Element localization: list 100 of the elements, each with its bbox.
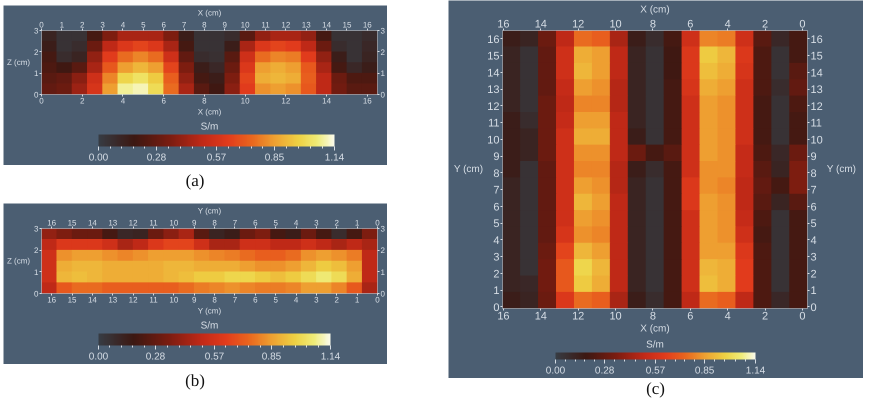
y2-tick-label: 13 bbox=[810, 84, 823, 96]
color-bar-title: S/m bbox=[200, 122, 218, 132]
x2-tick-label: 5 bbox=[273, 296, 278, 304]
text: (c) bbox=[646, 379, 665, 398]
x-tick-label: 6 bbox=[687, 18, 694, 30]
text: (a) bbox=[186, 171, 204, 190]
y2-tick-label: 11 bbox=[810, 118, 822, 130]
y-tick-label: 4 bbox=[493, 234, 500, 247]
color-bar-label: 0.57 bbox=[206, 152, 227, 164]
x-tick-label: 16 bbox=[47, 218, 57, 228]
color-bar-label: 0.00 bbox=[546, 366, 566, 376]
color-bar-label: 0.57 bbox=[204, 352, 225, 362]
y2-tick-label: 4 bbox=[810, 234, 817, 247]
x-axis-title: Y (cm) bbox=[198, 306, 222, 316]
y-tick-label: 2 bbox=[493, 268, 500, 280]
x2-tick-label: 11 bbox=[149, 296, 158, 304]
x2-axis-title: X (cm) bbox=[640, 4, 670, 16]
y-tick-label: 9 bbox=[493, 151, 500, 164]
x2-tick-label: 7 bbox=[232, 296, 238, 304]
x2-tick-label: 13 bbox=[108, 296, 118, 304]
x-tick-label: 14 bbox=[534, 18, 547, 30]
y2-tick-label: 16 bbox=[810, 34, 823, 46]
color-bar-label: 0.85 bbox=[264, 152, 285, 164]
x-tick-label: 6 bbox=[161, 96, 166, 106]
color-bar-label: 0.85 bbox=[694, 366, 715, 376]
y-tick-label: 7 bbox=[493, 184, 500, 197]
x-tick-label: 2 bbox=[334, 218, 340, 228]
x2-tick-label: 15 bbox=[68, 296, 78, 304]
x2-tick-label: 12 bbox=[572, 310, 584, 322]
y-tick-label: 6 bbox=[493, 201, 500, 214]
y2-tick-label: 0 bbox=[380, 90, 386, 100]
x-tick-label: 4 bbox=[120, 96, 126, 106]
color-bar-label: 0.57 bbox=[646, 366, 666, 376]
x-tick-label: 10 bbox=[609, 18, 622, 30]
y2-tick-label: 2 bbox=[380, 48, 386, 57]
color-bar-label: 0.28 bbox=[146, 352, 166, 362]
color-bar-label: 0.28 bbox=[594, 366, 615, 376]
x2-tick-label: 9 bbox=[192, 296, 198, 304]
color-bar-title: S/m bbox=[646, 340, 664, 350]
x2-tick-label: 14 bbox=[534, 310, 547, 322]
y-tick-label: 2 bbox=[34, 48, 40, 57]
x-tick-label: 9 bbox=[192, 218, 198, 228]
x-tick-label: 3 bbox=[314, 218, 320, 228]
y2-tick-label: 1 bbox=[810, 285, 817, 298]
x-tick-label: 0 bbox=[375, 218, 380, 228]
y-tick-label: 8 bbox=[493, 168, 500, 180]
color-bar-label: 0.85 bbox=[262, 352, 282, 362]
y2-tick-label: 0 bbox=[810, 302, 817, 314]
x-tick-label: 0 bbox=[799, 18, 806, 30]
x2-tick-label: 2 bbox=[334, 296, 340, 304]
y2-tick-label: 7 bbox=[810, 184, 817, 197]
x2-tick-label: 4 bbox=[294, 296, 299, 304]
x-tick-label: 10 bbox=[240, 96, 250, 106]
x-tick-label: 8 bbox=[202, 96, 208, 106]
color-bar-label: 0.28 bbox=[146, 152, 167, 164]
y2-tick-label: 1 bbox=[380, 69, 386, 78]
x2-tick-label: 2 bbox=[762, 310, 768, 322]
y2-tick-label: 2 bbox=[810, 268, 817, 280]
x-tick-label: 8 bbox=[650, 18, 656, 30]
y-tick-label: 16 bbox=[487, 34, 500, 46]
x-tick-label: 14 bbox=[88, 218, 98, 228]
y2-tick-label: 3 bbox=[810, 252, 817, 264]
y-tick-label: 15 bbox=[487, 50, 500, 63]
x2-tick-label: 4 bbox=[724, 310, 731, 322]
x-tick-label: 6 bbox=[253, 218, 258, 228]
y2-tick-label: 10 bbox=[810, 134, 823, 146]
x2-tick-label: 3 bbox=[314, 296, 320, 304]
x2-tick-label: 0 bbox=[799, 310, 806, 322]
y-tick-label: 1 bbox=[34, 268, 40, 277]
x-tick-label: 2 bbox=[762, 18, 768, 30]
x2-tick-label: 1 bbox=[354, 296, 360, 304]
color-bar-label: 0.00 bbox=[88, 352, 109, 362]
y-tick-label: 13 bbox=[487, 84, 500, 96]
y-axis-title: Z (cm) bbox=[6, 58, 30, 67]
x-tick-label: 5 bbox=[273, 218, 278, 228]
y-axis-title: Z (cm) bbox=[6, 256, 30, 266]
x-axis-title: X (cm) bbox=[198, 108, 222, 116]
color-bar-label: 0.00 bbox=[88, 152, 109, 164]
x2-axis-title: X (cm) bbox=[198, 8, 222, 18]
y-axis-title: Y (cm) bbox=[454, 164, 484, 175]
y2-tick-label: 1 bbox=[380, 268, 386, 277]
y2-axis-title: Y (cm) bbox=[826, 164, 856, 175]
y2-tick-label: 15 bbox=[810, 50, 823, 63]
y2-tick-label: 8 bbox=[810, 168, 817, 180]
y2-tick-label: 6 bbox=[810, 201, 817, 214]
y2-tick-label: 0 bbox=[380, 290, 386, 298]
x2-axis-title: Y (cm) bbox=[198, 206, 222, 216]
x-tick-label: 13 bbox=[108, 218, 118, 228]
x2-tick-label: 6 bbox=[253, 296, 258, 304]
y-tick-label: 14 bbox=[487, 67, 500, 80]
x-tick-label: 2 bbox=[80, 96, 86, 106]
x-tick-label: 1 bbox=[354, 218, 360, 228]
x-tick-label: 8 bbox=[212, 218, 218, 228]
y-tick-label: 0 bbox=[34, 90, 40, 100]
x2-tick-label: 8 bbox=[212, 296, 218, 304]
x-tick-label: 4 bbox=[294, 218, 299, 228]
color-bar-label: 1.14 bbox=[320, 352, 341, 362]
y-tick-label: 3 bbox=[34, 224, 40, 234]
x2-tick-label: 10 bbox=[169, 296, 179, 304]
y-tick-label: 3 bbox=[493, 252, 500, 264]
